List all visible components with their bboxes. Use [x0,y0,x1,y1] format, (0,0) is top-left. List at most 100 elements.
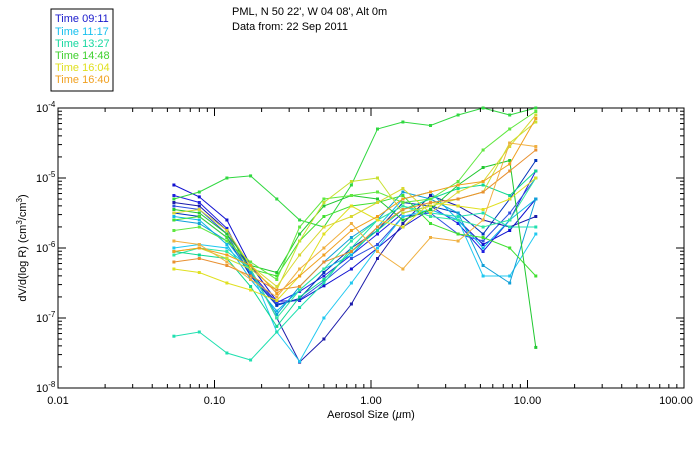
series-14-point-3 [249,260,253,264]
x-tick-label-3: 10.00 [514,395,542,407]
x-tick-label-4: 100.00 [659,395,693,407]
series-19-point-3 [249,274,253,278]
y-tick-base-1: 10 [36,313,48,325]
series-20-point-3 [249,278,253,281]
series-18-point-13 [508,162,512,166]
series-14-point-8 [376,190,379,194]
series-17-point-11 [456,190,460,194]
y-axis-label-mid: /cm [17,202,29,220]
series-9-point-6 [322,267,326,271]
series-20-point-9 [401,267,405,271]
series-1-point-11 [456,222,460,225]
series-20-point-5 [298,267,302,271]
series-9-point-13 [508,218,512,222]
series-11-point-14 [534,106,538,110]
series-18-point-2 [225,253,229,257]
x-axis-label-mu: µ [396,409,402,421]
series-5-point-7 [349,253,353,257]
series-11-point-3 [249,174,253,178]
series-4-point-8 [376,257,379,260]
y-axis-label-sup2: 3 [15,197,24,202]
series-7-point-3 [249,271,253,274]
series-7-point-1 [197,222,201,225]
series-layer [172,106,538,364]
x-axis-label: Aerosol Size (µm) [327,409,415,421]
series-16-point-1 [197,271,201,274]
series-2-point-13 [508,211,512,215]
series-16-point-2 [225,281,229,285]
series-14-point-2 [225,239,229,243]
series-3-point-14 [534,159,538,162]
series-9-point-7 [349,239,353,243]
series-5-point-0 [172,215,176,218]
series-5-point-12 [481,246,485,250]
series-11-point-10 [429,124,432,127]
series-1-point-2 [225,226,229,230]
series-11-point-4 [275,197,279,201]
series-6-point-6 [322,316,326,320]
series-14-point-1 [197,225,201,229]
series-0-point-0 [172,183,176,187]
legend-entry-1: Time 09:11 [55,13,109,25]
tick-layer [57,108,684,389]
series-18-point-7 [349,229,353,232]
series-13-point-5 [298,232,302,236]
series-19-point-13 [508,169,512,173]
y-axis-label-sup1: 3 [15,220,24,225]
series-16-point-14 [534,176,538,180]
series-20-point-10 [429,236,432,239]
y-tick-base-2: 10 [36,243,48,255]
series-11-point-0 [172,197,176,201]
series-17-point-0 [172,211,176,215]
y-tick-label-0: 10-8 [36,380,56,395]
series-10-point-5 [298,295,302,299]
series-16-point-13 [508,197,512,201]
series-14-point-11 [456,180,460,183]
series-17-point-7 [349,215,353,218]
series-4-point-1 [197,204,201,208]
series-6-point-5 [298,359,302,363]
x-tick-label-1: 0.10 [204,395,225,407]
y-tick-base-3: 10 [36,173,48,185]
series-15-point-5 [298,239,302,243]
series-9-point-10 [429,215,432,218]
series-18-point-0 [172,250,176,253]
series-8-point-5 [298,306,302,309]
series-16-point-9 [401,225,405,229]
series-6-point-14 [534,232,538,236]
legend-entry-2: Time 11:17 [55,26,109,38]
series-9-point-4 [275,316,279,320]
series-17-point-13 [508,145,512,148]
series-18-point-14 [534,117,538,120]
series-15-point-7 [349,180,353,183]
series-16-point-12 [481,208,485,211]
series-20 [172,141,538,299]
y-tick-label-1: 10-7 [36,310,56,325]
y-tick-base-0: 10 [36,383,48,395]
series-9-point-0 [172,253,176,257]
series-8-point-6 [322,281,326,285]
series-20-point-14 [534,145,538,148]
series-18-point-10 [429,190,432,194]
series-11-point-13 [508,113,512,117]
series-11-point-7 [349,183,353,187]
y-tick-exp-3: -5 [48,170,56,179]
series-17-point-4 [275,285,279,288]
series-13-point-8 [376,197,379,201]
series-17-point-10 [429,211,432,215]
series-18-point-3 [249,264,253,267]
y-tick-label-3: 10-5 [36,170,56,185]
series-15-point-8 [376,176,379,180]
series-18-point-1 [197,246,201,250]
series-15-point-2 [225,257,229,260]
series-1-point-0 [172,194,176,197]
series-17-point-8 [376,201,379,204]
series-11-point-12 [481,106,485,110]
series-20-point-6 [322,246,326,250]
series-12-point-6 [322,215,326,218]
series-1-point-12 [481,250,485,253]
series-14-point-6 [322,197,326,201]
series-20-point-12 [481,218,485,222]
series-13-point-1 [197,211,201,215]
series-8-point-13 [508,225,512,229]
